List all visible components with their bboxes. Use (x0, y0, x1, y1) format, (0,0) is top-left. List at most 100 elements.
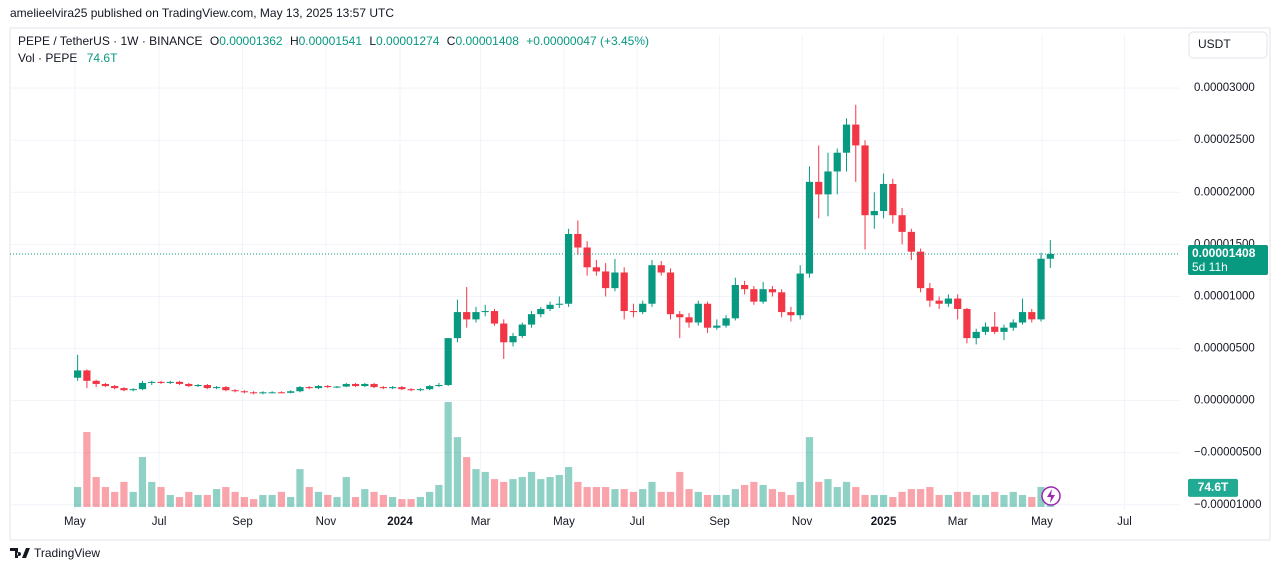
candle-body (842, 124, 851, 153)
candle-body (537, 308, 545, 315)
candle-body (388, 387, 397, 389)
volume-bar (481, 471, 489, 507)
candle-body (861, 145, 869, 216)
candle-body (453, 312, 462, 339)
volume-bar (500, 481, 508, 507)
x-tick-label: Jul (630, 516, 645, 528)
candle-body (750, 289, 758, 302)
candle-body (500, 323, 508, 343)
volume-bar (250, 499, 258, 507)
volume-bar (546, 477, 554, 507)
candle-body (564, 233, 573, 304)
candle-body (231, 390, 239, 392)
volume-bar (277, 491, 286, 507)
candle-body (277, 392, 286, 394)
volume-bar (963, 491, 971, 507)
volume-bar (833, 487, 841, 507)
chart-frame (9, 27, 1271, 541)
candle-body (463, 312, 471, 320)
candle-body (666, 272, 675, 315)
candle-body (333, 386, 341, 388)
volume-layer (74, 402, 1054, 507)
volume-bar (166, 494, 174, 507)
volume-bar (463, 457, 471, 507)
candle-body (426, 386, 434, 390)
volume-bar (954, 491, 962, 507)
volume-bar (101, 487, 110, 507)
volume-bar (361, 489, 369, 507)
candle-body (926, 288, 934, 301)
volume-bar (611, 489, 619, 507)
volume-bar (861, 494, 869, 507)
price-tag-label: 0.00001408 (1192, 246, 1256, 260)
h-val: 0.00001541 (299, 34, 363, 48)
volume-bar (92, 477, 100, 507)
candle-body (740, 285, 749, 290)
y-tick-label: −0.00001000 (1194, 499, 1261, 511)
o-val: 0.00001362 (219, 34, 283, 48)
volume-bar (852, 487, 860, 507)
volume-bar (722, 494, 730, 507)
candle-body (83, 370, 91, 381)
volume-bar (490, 479, 499, 507)
volume-bar (824, 479, 832, 507)
volume-bar (509, 479, 517, 507)
y-tick-label: 0.00000500 (1194, 343, 1255, 355)
candle-body (509, 336, 517, 343)
volume-bar (1018, 494, 1027, 507)
candle-body (370, 383, 378, 388)
candle-body (703, 303, 712, 328)
x-tick-label: Mar (471, 516, 491, 528)
y-tick-label: 0.00003000 (1194, 82, 1255, 94)
candle-body (852, 124, 860, 146)
candle-body (379, 387, 387, 389)
candle-body (138, 382, 147, 390)
volume-bar (926, 487, 934, 507)
currency-button[interactable] (1188, 31, 1268, 59)
volume-bar (768, 489, 777, 507)
candle-body (602, 271, 610, 289)
y-tick-label: 0.00002000 (1194, 186, 1255, 198)
volume-tag (1188, 478, 1238, 497)
volume-bar (148, 481, 156, 507)
volume-bar (268, 494, 276, 507)
volume-bar (750, 481, 758, 507)
volume-bar (518, 477, 526, 507)
x-tick-label: Sep (232, 516, 252, 528)
candle-body (1018, 312, 1027, 323)
volume-bar (426, 491, 434, 507)
volume-bar (805, 437, 814, 507)
candle-body (148, 381, 156, 383)
volume-bar (879, 494, 888, 507)
volume-bar (324, 494, 332, 507)
x-tick-label: Nov (316, 516, 337, 528)
volume-bar (398, 499, 406, 507)
candle-body (907, 231, 915, 252)
candle-body (963, 308, 971, 339)
volume-bar (935, 494, 943, 507)
candle-body (954, 298, 962, 309)
candle-body (212, 387, 221, 389)
volume-bar (870, 494, 878, 507)
volume-bar (694, 491, 702, 507)
volume-bar (287, 497, 295, 507)
candle-body (1009, 322, 1017, 328)
candle-body (824, 171, 832, 195)
volume-bar (1009, 491, 1017, 507)
volume-bar (203, 494, 211, 507)
candle-body (620, 272, 628, 312)
volume-bar (138, 457, 147, 507)
alert-icon[interactable] (1041, 486, 1061, 506)
currency[interactable]: USDT (1198, 37, 1231, 51)
volume-bar (259, 494, 267, 507)
candle-body (259, 392, 267, 394)
volume-bar (407, 499, 415, 507)
candle-body (120, 388, 128, 391)
volume-bar (83, 431, 91, 507)
candle-body (351, 383, 360, 387)
volume-bar (157, 487, 165, 507)
volume-bar (1028, 497, 1036, 507)
candle-body (639, 303, 647, 313)
candle-body (240, 391, 248, 393)
candle-body (768, 289, 777, 293)
